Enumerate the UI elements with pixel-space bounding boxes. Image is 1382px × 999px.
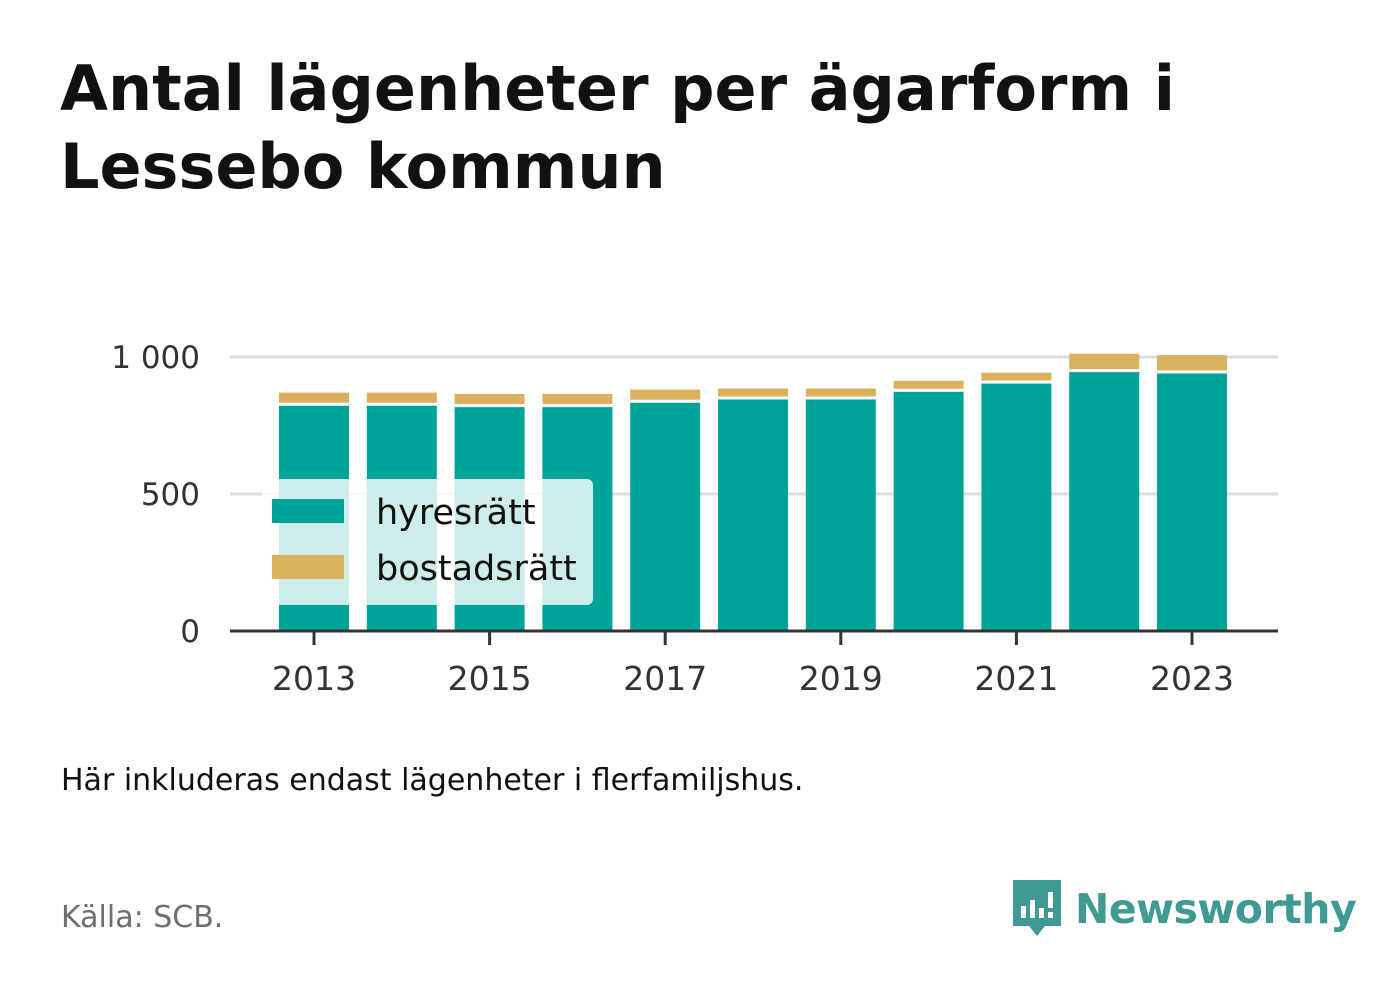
bar-hyresratt bbox=[893, 391, 964, 631]
bar-hyresratt bbox=[981, 383, 1052, 631]
legend-box bbox=[262, 479, 593, 605]
x-tick-label: 2021 bbox=[974, 659, 1058, 698]
newsworthy-brand[interactable]: Newsworthy bbox=[1011, 878, 1357, 940]
bar-chart: 0 500 1 000 2013 2015 2017 2019 2021 2023 hyresr… bbox=[111, 340, 1278, 698]
legend-label: hyresrätt bbox=[376, 493, 536, 533]
y-tick-label: 0 bbox=[180, 614, 200, 650]
bar-bostadsratt bbox=[1157, 355, 1227, 371]
axes: 0 500 1 000 2013 2015 2017 2019 2021 2023 bbox=[111, 340, 1278, 698]
bar-bostadsratt bbox=[279, 392, 349, 403]
x-tick-label: 2017 bbox=[623, 659, 707, 698]
bar-hyresratt bbox=[1157, 373, 1227, 631]
bar-hyresratt bbox=[805, 399, 876, 631]
bar-hyresratt bbox=[1069, 372, 1140, 631]
bar-bostadsratt bbox=[542, 393, 613, 405]
bar-bostadsratt bbox=[630, 389, 701, 400]
bar-bostadsratt bbox=[454, 393, 525, 405]
x-tick-label: 2019 bbox=[799, 659, 883, 698]
x-tick-label: 2013 bbox=[272, 659, 356, 698]
bar-bostadsratt bbox=[1069, 353, 1140, 370]
brand-name: Newsworthy bbox=[1075, 885, 1357, 933]
bar-bostadsratt bbox=[805, 388, 876, 397]
bar-bostadsratt bbox=[366, 392, 437, 403]
x-tick-label: 2015 bbox=[448, 659, 532, 698]
legend-swatch bbox=[272, 499, 344, 523]
y-tick-label: 1 000 bbox=[111, 340, 200, 376]
y-tick-label: 500 bbox=[141, 477, 200, 513]
chart-title: Antal lägenheter per ägarform i Lessebo … bbox=[60, 52, 1175, 203]
bar-hyresratt bbox=[718, 399, 788, 631]
source-label: Källa: SCB. bbox=[61, 900, 224, 935]
chart-note: Här inkluderas endast lägenheter i flerf… bbox=[61, 763, 804, 798]
x-tick-label: 2023 bbox=[1150, 659, 1234, 698]
bar-hyresratt bbox=[630, 402, 701, 631]
legend-swatch bbox=[272, 555, 344, 579]
newsworthy-logo-icon bbox=[1013, 880, 1061, 936]
bar-bostadsratt bbox=[981, 372, 1052, 381]
legend-label: bostadsrätt bbox=[376, 549, 577, 589]
bar-bostadsratt bbox=[893, 380, 964, 389]
bar-bostadsratt bbox=[718, 388, 788, 397]
legend: hyresrätt bostadsrätt bbox=[262, 479, 593, 605]
